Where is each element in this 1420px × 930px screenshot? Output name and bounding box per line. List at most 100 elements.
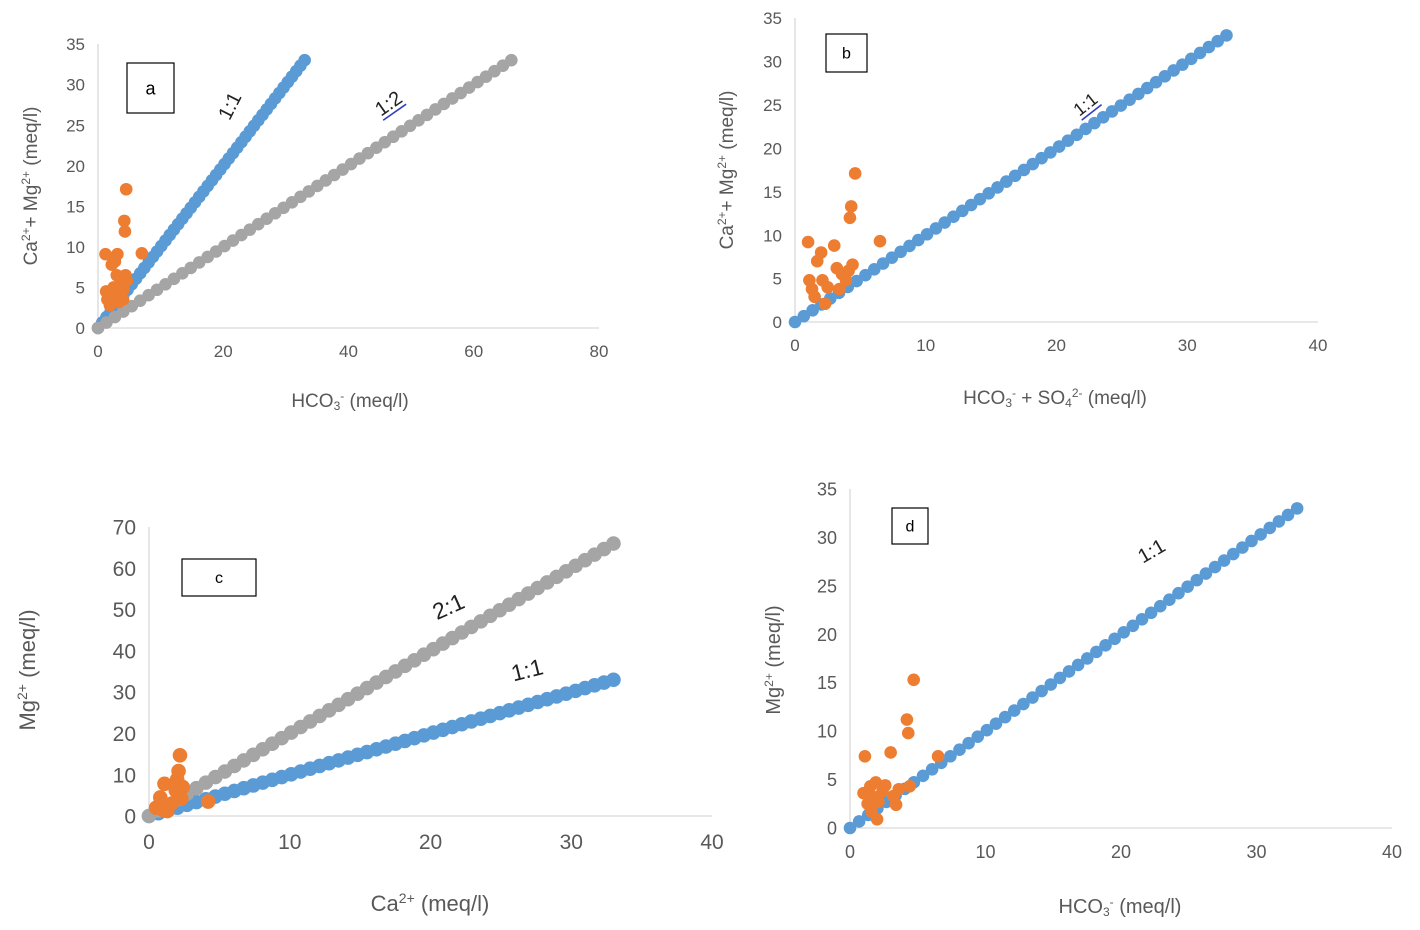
ratio-annotation: 1:1	[1134, 535, 1169, 568]
sample-point	[174, 791, 189, 806]
line-point	[1199, 567, 1213, 580]
series-samples	[99, 182, 149, 312]
x-axis-title-part-2: (meq/l)	[415, 891, 490, 916]
line-point	[505, 53, 518, 67]
x-axis-title: Ca2+ (meq/l)	[371, 890, 490, 916]
sample-point	[821, 280, 834, 294]
line-point	[1035, 684, 1048, 698]
line-point	[1080, 652, 1094, 665]
y-tick-label: 50	[113, 599, 136, 622]
y-tick-label: 5	[827, 770, 837, 790]
y-axis-title-part-1: 2+	[19, 227, 33, 241]
y-tick-label: 35	[817, 479, 837, 499]
y-tick-label: 60	[113, 558, 136, 581]
y-tick-label: 30	[763, 53, 782, 72]
line-point	[1153, 599, 1167, 613]
sample-point	[99, 247, 112, 261]
line-point	[1144, 606, 1158, 620]
panel-d: 0 10 20 30 40 0 5 10 15 20 25 30 35 1:1 d HCO3- (meq/l)…	[762, 479, 1402, 919]
sample-point	[901, 726, 915, 740]
x-axis-title-part-0: HCO	[963, 388, 1005, 409]
sample-point	[119, 182, 133, 196]
y-tick-label: 10	[66, 238, 85, 257]
x-tick-label: 0	[93, 342, 102, 361]
sample-point	[814, 246, 828, 259]
series-samples	[857, 673, 945, 826]
y-tick-label: 30	[113, 682, 136, 705]
series-1:2	[91, 53, 518, 335]
sample-point	[848, 167, 862, 180]
y-axis-title-part-2: (meq/l)	[15, 609, 40, 684]
y-tick-label: 20	[113, 723, 136, 746]
x-tick-label: 40	[700, 831, 723, 854]
line-point	[606, 536, 621, 551]
panel-label-frame	[825, 33, 868, 73]
ratio-annotation: 1:1	[214, 89, 246, 124]
y-tick-label: 15	[763, 183, 782, 202]
y-axis-title: Mg2+ (meq/l)	[762, 605, 785, 714]
ratio-label: 2:1	[428, 588, 468, 625]
line-point	[1053, 671, 1067, 685]
panel-label: b	[842, 46, 851, 63]
line-point	[1220, 29, 1233, 42]
y-tick-label: 15	[66, 197, 85, 216]
line-point	[1108, 632, 1121, 646]
line-point	[852, 815, 866, 828]
x-axis-title: HCO3- + SO42- (meq/l)	[963, 386, 1147, 410]
y-tick-label: 5	[773, 270, 782, 289]
x-axis-title-part-2: -	[1012, 386, 1016, 400]
x-axis-title-part-2: -	[340, 389, 344, 403]
ratio-annotation: 1:2	[371, 87, 406, 121]
panel-label-box: b	[825, 33, 868, 73]
sample-point	[889, 798, 903, 812]
line-point	[1135, 612, 1149, 626]
x-tick-label: 40	[1309, 336, 1328, 355]
y-axis-title-part-2: (meq/l)	[763, 605, 785, 673]
x-tick-label: 10	[975, 842, 995, 862]
sample-point	[200, 794, 216, 809]
y-tick-label: 30	[66, 76, 85, 95]
sample-point	[111, 247, 124, 261]
sample-point	[873, 234, 887, 248]
line-point	[971, 730, 985, 743]
sample-point	[869, 776, 883, 789]
sample-point	[833, 282, 846, 296]
y-tick-label: 20	[66, 157, 85, 176]
panel-label-frame	[126, 62, 175, 114]
sample-point	[931, 750, 945, 763]
panel-label: d	[906, 519, 915, 536]
panel-a: 0 20 40 60 80 0 5 10 15 20 25 30 35 1:1 1:2 a HCO3- (meq…	[19, 35, 608, 413]
y-axis-title: Ca2++ Mg2+ (meq/l)	[715, 91, 738, 250]
ratio-label: 1:1	[214, 89, 246, 124]
line-point	[1208, 560, 1222, 574]
y-tick-label: 5	[76, 279, 85, 298]
sample-point	[118, 225, 132, 238]
ratio-label: 1:1	[1069, 89, 1101, 120]
y-axis-title-part-2: + Mg	[717, 169, 738, 212]
sample-point	[120, 274, 134, 288]
line-point	[1281, 508, 1295, 522]
line-point	[1062, 665, 1076, 678]
sample-point	[116, 293, 130, 306]
ratio-label: 1:1	[508, 653, 545, 686]
x-axis-title-part-1: 3	[1103, 905, 1110, 919]
sample-point	[175, 779, 191, 795]
x-tick-label: 20	[1111, 842, 1131, 862]
x-axis-title-part-4: 4	[1065, 396, 1072, 410]
line-point	[925, 762, 939, 776]
y-axis-title-part-0: Ca	[21, 241, 42, 266]
x-axis-title-part-3: (meq/l)	[344, 391, 408, 412]
x-tick-label: 0	[143, 831, 155, 854]
x-axis-title-part-1: 3	[334, 399, 341, 413]
series-1:1	[141, 672, 621, 824]
sample-point	[872, 795, 885, 809]
y-axis-title-part-0: Mg	[763, 687, 785, 715]
line-point	[989, 717, 1003, 730]
y-tick-label: 25	[763, 96, 782, 115]
y-tick-label: 30	[817, 528, 837, 548]
line-point	[1071, 658, 1085, 672]
x-tick-label: 40	[339, 342, 358, 361]
x-axis-title-part-5: 2-	[1072, 386, 1083, 400]
y-tick-label: 15	[817, 673, 837, 693]
